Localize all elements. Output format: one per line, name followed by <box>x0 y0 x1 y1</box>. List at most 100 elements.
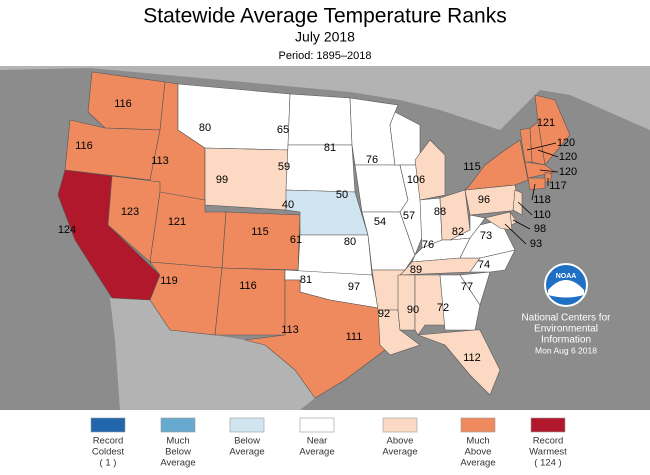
mexico <box>110 298 315 410</box>
state <box>534 94 571 166</box>
state-rank: 88 <box>434 206 446 218</box>
legend-label: Record <box>93 436 124 447</box>
state-rank: 123 <box>121 206 139 218</box>
state-rank: 73 <box>480 230 492 242</box>
state-rank: 81 <box>300 274 312 286</box>
legend-label: Average <box>382 447 417 458</box>
state <box>397 274 416 331</box>
legend-label: ( 1 ) <box>100 458 117 469</box>
legend-swatch <box>460 417 496 433</box>
state-rank: 124 <box>58 224 76 236</box>
state-rank: 65 <box>277 124 289 136</box>
legend-label: Much <box>466 436 489 447</box>
credit-line: Mon Aug 6 2018 <box>535 345 597 355</box>
legend-swatch <box>530 417 566 433</box>
state-rank: 82 <box>452 226 464 238</box>
subtitle: July 2018 <box>295 29 355 45</box>
state <box>464 184 521 216</box>
legend-label: Average <box>299 447 334 458</box>
state-rank: 72 <box>437 302 449 314</box>
state-rank: 110 <box>533 209 551 221</box>
state-rank: 96 <box>478 194 490 206</box>
state <box>221 211 301 271</box>
state <box>297 234 373 276</box>
legend-swatch <box>90 417 126 433</box>
state <box>464 139 529 191</box>
state-rank: 99 <box>216 174 228 186</box>
state-rank: 76 <box>422 239 434 251</box>
state-rank: 80 <box>344 236 356 248</box>
state-rank: 76 <box>366 154 378 166</box>
legend-label: Above <box>465 447 492 458</box>
state-rank: 57 <box>403 210 415 222</box>
leader-line <box>512 219 531 230</box>
legend-label: Average <box>229 447 264 458</box>
state-rank: 113 <box>281 324 299 336</box>
state <box>244 279 386 399</box>
state-rank: 77 <box>461 281 473 293</box>
state <box>512 189 523 216</box>
leader-line <box>539 169 559 173</box>
state <box>354 164 409 213</box>
state-rank: 119 <box>160 275 178 287</box>
state <box>285 144 356 193</box>
state-rank: 115 <box>463 161 481 173</box>
credit: National Centers forEnvironmentalInforma… <box>522 313 612 356</box>
state <box>439 274 481 331</box>
state-rank: 80 <box>199 122 211 134</box>
state-rank: 59 <box>278 161 290 173</box>
leader-line <box>504 223 527 245</box>
state-rank: 116 <box>239 280 257 292</box>
credit-line: Environmental <box>534 324 598 335</box>
state-rank: 115 <box>251 226 269 238</box>
state-rank: 116 <box>75 140 93 152</box>
state-rank: 121 <box>168 216 186 228</box>
state-rank: 116 <box>114 98 132 110</box>
state <box>214 267 286 336</box>
legend-label: Coldest <box>92 447 125 458</box>
legend-label: Average <box>460 458 495 469</box>
state-rank: 121 <box>537 117 555 129</box>
leader-line <box>537 149 559 158</box>
leader-line <box>526 142 557 151</box>
state-rank: 89 <box>410 264 422 276</box>
legend-swatch <box>160 417 196 433</box>
state <box>177 83 291 151</box>
noaa-logo-text: NOAA <box>556 273 577 280</box>
state-rank: 93 <box>530 238 542 250</box>
leader-line <box>517 201 533 216</box>
title: Statewide Average Temperature Ranks <box>143 5 506 28</box>
legend-label: Much <box>166 436 189 447</box>
state-rank: 106 <box>407 174 425 186</box>
state-rank: 81 <box>324 142 336 154</box>
state <box>469 249 516 273</box>
state-rank: 120 <box>559 151 577 163</box>
state-rank: 112 <box>463 352 481 364</box>
state <box>287 93 353 146</box>
state <box>484 211 513 231</box>
state-rank: 111 <box>346 331 363 343</box>
legend-label: Warmest <box>529 447 567 458</box>
noaa-logo-bird <box>548 280 584 298</box>
legend-label: Average <box>160 458 195 469</box>
state-rank: 40 <box>282 199 294 211</box>
state-rank: 117 <box>549 180 567 192</box>
state-rank: 50 <box>336 189 348 201</box>
state-rank: 74 <box>478 259 490 271</box>
state-rank: 118 <box>533 194 551 206</box>
canada <box>0 66 650 130</box>
period: Period: 1895–2018 <box>279 50 372 62</box>
state-rank: 54 <box>374 216 386 228</box>
state-rank: 98 <box>534 223 546 235</box>
state-rank: 90 <box>407 304 419 316</box>
legend-label: Record <box>533 436 564 447</box>
credit-line: Information <box>541 335 591 346</box>
legend-label: Near <box>307 436 328 447</box>
state <box>527 177 546 191</box>
state-rank: 120 <box>557 137 575 149</box>
state-rank: 92 <box>378 308 390 320</box>
state <box>459 271 491 306</box>
legend-swatch <box>229 417 265 433</box>
